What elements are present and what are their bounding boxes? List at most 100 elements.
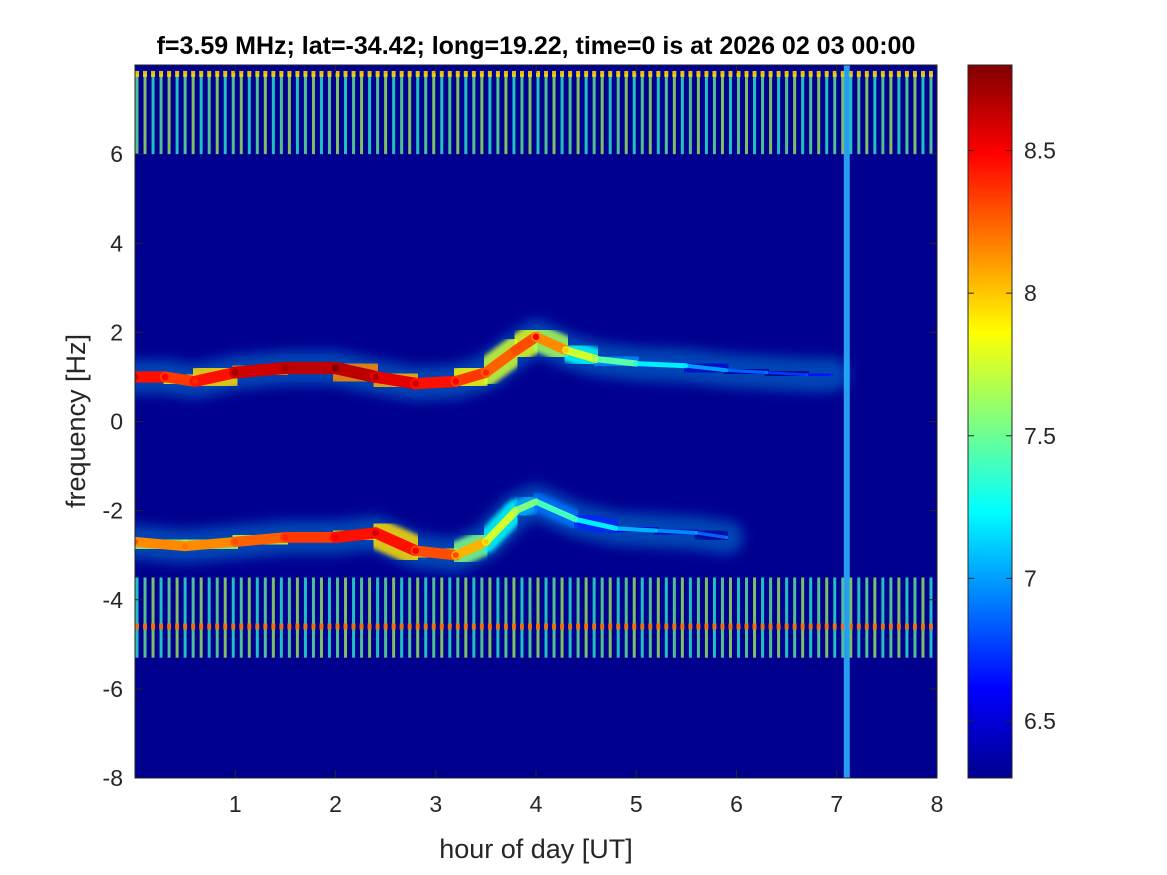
interference-pulse <box>921 73 925 155</box>
interference-line-segment <box>560 70 565 77</box>
interference-line-segment <box>239 623 244 630</box>
interference-pulse <box>608 577 612 658</box>
interference-line-segment <box>287 70 292 77</box>
interference-pulse <box>616 73 620 155</box>
interference-pulse <box>865 73 869 155</box>
interference-pulse <box>352 73 356 155</box>
interference-pulse <box>849 73 853 155</box>
interference-line-segment <box>760 623 765 630</box>
interference-pulse <box>664 73 668 155</box>
interference-pulse <box>512 577 516 658</box>
interference-pulse <box>319 73 323 155</box>
interference-pulse <box>183 73 187 155</box>
interference-pulse <box>841 577 845 658</box>
colorbar-tick-label: 8 <box>1024 280 1037 306</box>
y-tick-label: -4 <box>103 587 124 613</box>
interference-pulse <box>416 73 420 155</box>
interference-pulse <box>143 577 147 658</box>
interference-line-segment <box>568 70 573 77</box>
interference-line-segment <box>159 623 164 630</box>
interference-line-segment <box>191 623 196 630</box>
interference-line-segment <box>792 70 797 77</box>
chart-title: f=3.59 MHz; lat=-34.42; long=19.22, time… <box>157 32 916 60</box>
interference-pulse <box>769 577 773 658</box>
interference-line-segment <box>215 70 220 77</box>
interference-pulse <box>600 577 604 658</box>
interference-line-segment <box>544 70 549 77</box>
interference-pulse <box>600 73 604 155</box>
interference-pulse <box>849 577 853 658</box>
interference-pulse <box>520 73 524 155</box>
interference-pulse <box>688 73 692 155</box>
interference-pulse <box>344 73 348 155</box>
interference-line-segment <box>287 623 292 630</box>
doppler-trace-point <box>482 369 490 376</box>
interference-pulse <box>295 73 299 155</box>
interference-line-segment <box>864 623 869 630</box>
interference-line-segment <box>648 70 653 77</box>
interference-line-segment <box>640 70 645 77</box>
y-axis: -8 -6 -4 -2 0 2 4 6 <box>103 141 937 791</box>
interference-line-segment <box>816 70 821 77</box>
interference-pulse <box>416 577 420 658</box>
x-tick-label: 4 <box>530 791 543 817</box>
doppler-trace-segment <box>135 536 190 552</box>
interference-line-segment <box>560 623 565 630</box>
interference-line-segment <box>736 70 741 77</box>
doppler-trace-segment <box>189 366 241 388</box>
interference-pulse <box>873 577 877 658</box>
interference-pulse <box>817 577 821 658</box>
interference-pulse <box>327 73 331 155</box>
colorbar-tick-label: 6.5 <box>1024 708 1056 734</box>
interference-pulse <box>672 73 676 155</box>
interference-line-segment <box>511 70 516 77</box>
interference-pulse <box>239 73 243 155</box>
interference-line-segment <box>664 70 669 77</box>
interference-line-segment <box>407 623 412 630</box>
interference-line-segment <box>471 623 476 630</box>
doppler-trace-point <box>191 378 199 385</box>
interference-pulse <box>344 577 348 658</box>
doppler-trace-point <box>135 373 139 381</box>
interference-line-segment <box>728 623 733 630</box>
interference-line-segment <box>207 623 212 630</box>
interference-line-segment <box>584 623 589 630</box>
interference-line-segment <box>712 623 717 630</box>
interference-pulse <box>263 73 267 155</box>
interference-pulse <box>696 73 700 155</box>
doppler-trace-point <box>724 535 729 539</box>
interference-pulse <box>680 577 684 658</box>
interference-line-segment <box>527 70 532 77</box>
interference-pulse <box>737 577 741 658</box>
interference-line-segment <box>151 623 156 630</box>
interference-line-segment <box>848 623 853 630</box>
interference-line-segment <box>712 70 717 77</box>
interference-line-segment <box>568 623 573 630</box>
interference-line-segment <box>527 623 532 630</box>
interference-pulse <box>215 577 219 658</box>
interference-pulse <box>720 73 724 155</box>
interference-line-segment <box>736 623 741 630</box>
interference-pulse <box>303 577 307 658</box>
interference-pulse <box>889 577 893 658</box>
interference-pulse <box>464 73 468 155</box>
interference-line-segment <box>912 70 917 77</box>
interference-pulse <box>584 73 588 155</box>
interference-line-segment <box>800 623 805 630</box>
interference-pulse <box>728 73 732 155</box>
interference-line-segment <box>295 70 300 77</box>
interference-line-segment <box>544 623 549 630</box>
interference-pulse <box>761 577 765 658</box>
y-tick-label: -2 <box>103 498 123 524</box>
interference-line-segment <box>672 70 677 77</box>
interference-pulse <box>745 577 749 658</box>
doppler-trace-segment <box>512 498 540 514</box>
interference-line-segment <box>680 623 685 630</box>
doppler-trace-point <box>372 373 380 381</box>
interference-line-segment <box>503 623 508 630</box>
y-tick-label: -8 <box>103 765 123 791</box>
interference-line-segment <box>487 623 492 630</box>
interference-pulse <box>833 577 837 658</box>
interference-line-segment <box>303 70 308 77</box>
doppler-trace-segment <box>369 371 422 390</box>
